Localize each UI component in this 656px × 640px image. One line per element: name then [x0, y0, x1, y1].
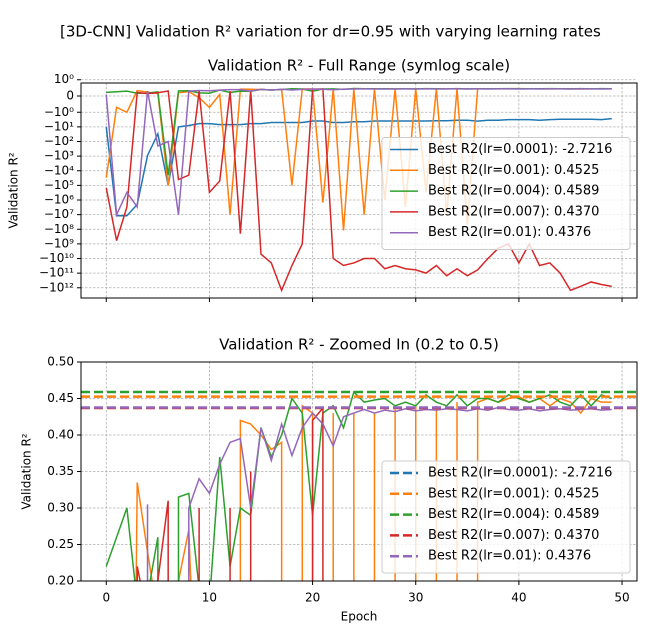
- series-line: [105, 117, 612, 217]
- x-tick-label: 40: [511, 591, 526, 605]
- y-axis-label: Validation R²: [7, 152, 21, 228]
- y-tick-label: 0: [66, 89, 74, 103]
- legend-label: Best R2(lr=0.01): 0.4376: [428, 549, 591, 564]
- legend-label: Best R2(lr=0.0001): -2.7216: [428, 466, 612, 481]
- axes-title: Validation R² - Full Range (symlog scale…: [208, 57, 510, 75]
- y-tick-label: −10⁴: [44, 163, 74, 177]
- y-tick-label: 0.45: [47, 391, 74, 405]
- y-axis-label: Validation R²: [20, 433, 34, 509]
- y-tick-label: 0.25: [47, 537, 74, 551]
- y-tick-label: −10³: [44, 149, 74, 163]
- axes-frame: [80, 82, 638, 299]
- y-tick-label: −10¹⁰: [39, 251, 74, 265]
- series-line: [105, 88, 612, 218]
- y-tick-label: −10¹: [44, 119, 74, 133]
- x-tick-label: 0: [102, 591, 110, 605]
- axes-title: Validation R² - Zoomed In (0.2 to 0.5): [219, 336, 499, 354]
- y-tick-label: 0.50: [47, 355, 74, 369]
- x-axis-label: Epoch: [341, 610, 378, 624]
- y-tick-label: 0.30: [47, 501, 74, 515]
- y-tick-label: −10⁷: [44, 207, 74, 221]
- legend-label: Best R2(lr=0.0001): -2.7216: [428, 142, 612, 157]
- x-tick-label: 10: [202, 591, 217, 605]
- legend-label: Best R2(lr=0.007): 0.4370: [428, 528, 599, 543]
- plot-area: [81, 392, 637, 640]
- x-tick-label: 20: [305, 591, 320, 605]
- y-tick-label: −10¹²: [39, 280, 74, 294]
- x-tick-label: 30: [408, 591, 423, 605]
- legend-label: Best R2(lr=0.004): 0.4589: [428, 184, 599, 199]
- y-tick-label: 0.40: [47, 428, 74, 442]
- y-tick-label: 0.20: [47, 574, 74, 588]
- y-tick-label: −10⁵: [44, 178, 74, 192]
- y-tick-label: −10⁰: [44, 105, 74, 119]
- y-tick-label: −10⁸: [44, 222, 74, 236]
- legend-box: [381, 460, 631, 574]
- y-tick-label: 10⁰: [54, 72, 74, 86]
- legend-label: Best R2(lr=0.001): 0.4525: [428, 486, 599, 501]
- legend-label: Best R2(lr=0.01): 0.4376: [428, 225, 591, 240]
- axes-frame: [80, 361, 638, 582]
- y-tick-label: −10⁹: [44, 236, 74, 250]
- figure-title: [3D-CNN] Validation R² variation for dr=…: [60, 23, 601, 41]
- y-tick-label: −10⁶: [44, 193, 74, 207]
- y-tick-label: −10²: [44, 134, 74, 148]
- legend-label: Best R2(lr=0.001): 0.4525: [428, 163, 599, 178]
- legend-box: [381, 137, 631, 250]
- legend-label: Best R2(lr=0.004): 0.4589: [428, 507, 599, 522]
- y-tick-label: 0.35: [47, 464, 74, 478]
- x-tick-label: 50: [614, 591, 629, 605]
- legend-label: Best R2(lr=0.007): 0.4370: [428, 204, 599, 219]
- y-tick-label: −10¹¹: [39, 266, 74, 280]
